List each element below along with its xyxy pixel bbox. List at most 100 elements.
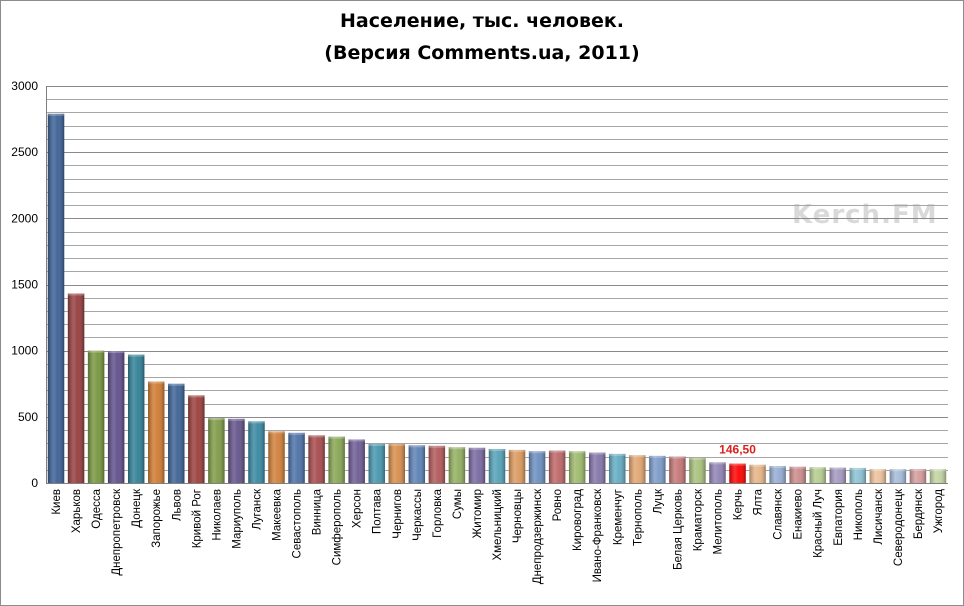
x-tick-label: Горловка [432, 488, 444, 537]
bar-top-highlight [308, 435, 325, 438]
bar-shading [448, 447, 466, 483]
bars [47, 113, 947, 483]
bar-shading [869, 469, 887, 483]
bar-shading [789, 466, 806, 483]
bar-top-highlight [929, 469, 947, 472]
bar-shading [849, 467, 867, 483]
bar-top-highlight [208, 418, 225, 421]
bar-shading [168, 383, 185, 483]
bar-top-highlight [548, 450, 566, 453]
bar-top-highlight [869, 469, 887, 472]
bar-shading [609, 453, 626, 483]
bar-shading [348, 439, 365, 483]
x-tick-label: Киев [51, 489, 63, 515]
bar-shading [929, 469, 947, 483]
bar-top-highlight [729, 463, 746, 466]
y-tick-label: 1500 [11, 278, 38, 292]
y-tick-label: 0 [31, 476, 38, 490]
data-label: 146,50 [719, 443, 756, 457]
x-tick-label: Никополь [853, 489, 865, 540]
x-tick-label: Житомир [472, 489, 484, 538]
bar-top-highlight [749, 464, 766, 467]
bar-shading [488, 448, 506, 483]
x-tick-label: Николаев [211, 489, 223, 541]
bar-top-highlight [649, 455, 666, 458]
x-tick-label: Днепродзержинск [532, 488, 544, 584]
bar-top-highlight [809, 467, 826, 470]
bar-top-highlight [188, 395, 205, 398]
x-tick-label: Евпатория [833, 489, 845, 546]
bar-shading [568, 451, 586, 483]
x-tick-label: Донецк [131, 488, 143, 528]
bar-top-highlight [408, 445, 426, 448]
bar-shading [889, 469, 907, 483]
bar-top-highlight [268, 431, 285, 434]
x-tick-label: Белая Церковь [672, 489, 684, 570]
x-tick-label: Ивано-Франковск [592, 488, 604, 582]
bar-shading [248, 421, 265, 483]
x-tick-label: Хмельницкий [492, 489, 504, 561]
bar-shading [528, 451, 546, 483]
bar-shading [689, 457, 706, 483]
labels: 0 500 1000 1500 2000 2500 3000 Киев Харьков Одесс… [11, 79, 945, 584]
axes [46, 86, 948, 484]
bar-top-highlight [368, 443, 385, 446]
bar-shading [669, 456, 686, 483]
y-tick-label: 2000 [11, 211, 38, 225]
x-tick-label: Луцк [652, 488, 664, 514]
bar-shading [268, 431, 285, 483]
x-tick-label: Мариуполь [231, 489, 243, 549]
bar-shading [148, 381, 165, 483]
bar-shading [228, 418, 245, 483]
x-tick-label: Ялта [753, 488, 765, 515]
x-tick-label: Ужгород [933, 489, 945, 533]
bar-shading [508, 449, 526, 483]
bar-top-highlight [629, 455, 646, 458]
bar-top-highlight [769, 466, 786, 469]
bar-shading [208, 418, 225, 483]
chart-subtitle: (Версия Comments.ua, 2011) [324, 42, 640, 64]
x-tick-label: Лисичанск [873, 488, 885, 545]
bar-shading [468, 447, 486, 483]
bar-top-highlight [488, 448, 506, 451]
bar-top-highlight [528, 451, 546, 454]
bar-top-highlight [689, 457, 706, 460]
x-tick-label: Черновцы [512, 489, 524, 543]
x-tick-label: Макеевка [272, 488, 284, 540]
x-tick-label: Сумы [452, 489, 464, 519]
bar-top-highlight [669, 456, 686, 459]
x-tick-label: Луганск [251, 488, 263, 530]
bar-top-highlight [388, 443, 405, 446]
bar-top-highlight [47, 113, 65, 116]
bar-shading [67, 293, 85, 483]
bar-shading [629, 455, 646, 483]
x-tick-label: Краматорск [692, 488, 704, 551]
bar-shading [548, 450, 566, 483]
x-tick-label: Львов [171, 489, 183, 521]
bar-shading [288, 432, 305, 483]
x-tick-label: Запорожье [151, 489, 163, 548]
x-tick-label: Харьков [71, 489, 83, 533]
x-tick-label: Енакиево [793, 489, 805, 540]
bar-top-highlight [288, 432, 305, 435]
x-tick-label: Северодонецк [893, 488, 905, 566]
x-tick-label: Черкассы [412, 489, 424, 541]
bar-shading [809, 467, 826, 483]
bar-top-highlight [568, 451, 586, 454]
bar-top-highlight [228, 418, 245, 421]
bar-shading [649, 455, 666, 483]
bar-shading [709, 462, 726, 483]
x-tick-label: Кременчуг [612, 489, 624, 545]
bar-top-highlight [428, 445, 446, 448]
bar-shading [749, 464, 766, 483]
bar-shading [368, 443, 385, 483]
x-tick-label: Кировоград [572, 489, 584, 551]
bar-shading [87, 350, 105, 483]
bar-shading [47, 113, 65, 483]
bar-shading [769, 466, 786, 483]
bar-shading [428, 445, 446, 483]
chart-title: Население, тыс. человек. [339, 10, 625, 32]
y-tick-label: 1000 [11, 344, 38, 358]
x-tick-label: Мелитополь [712, 489, 724, 554]
